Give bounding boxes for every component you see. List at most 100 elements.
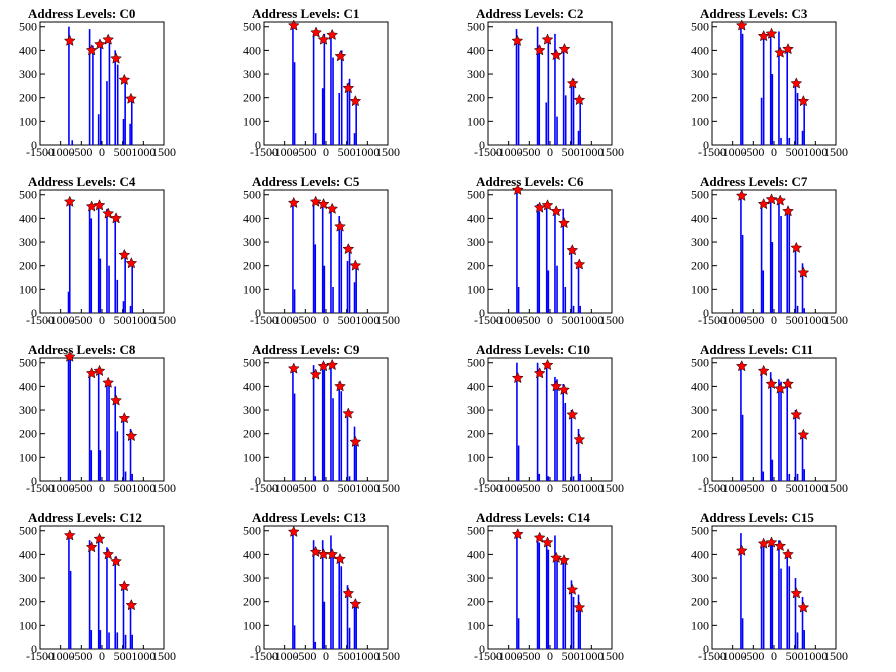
y-tick-label: 300: [467, 571, 485, 585]
star-marker: [309, 545, 322, 558]
x-tick-label: -1000: [271, 313, 299, 327]
star-marker: [566, 408, 579, 420]
x-tick-label: -1000: [271, 649, 299, 663]
x-tick-label: 1000: [803, 481, 827, 495]
chart-title: Address Levels: C9: [252, 342, 360, 357]
x-tick-label: 500: [114, 649, 132, 663]
y-tick-label: 300: [691, 67, 709, 81]
y-tick-label: 300: [19, 235, 37, 249]
star-marker: [573, 433, 586, 445]
chart-panel-c12: Address Levels: C12 0 100 200 300 400 500 -1500…: [0, 504, 224, 672]
x-tick-label: -500: [70, 649, 92, 663]
x-tick-label: -1000: [47, 145, 75, 159]
y-tick-label: 200: [691, 595, 709, 609]
star-marker: [757, 364, 770, 377]
x-tick-label: -1000: [719, 481, 747, 495]
x-tick-label: 1500: [152, 481, 176, 495]
x-tick-label: 0: [547, 649, 553, 663]
star-marker: [558, 554, 570, 566]
plot-frame: [711, 21, 837, 146]
x-tick-label: 500: [338, 313, 356, 327]
y-tick-label: 0: [31, 474, 37, 488]
star-marker: [533, 201, 546, 213]
x-tick-label: -1000: [719, 313, 747, 327]
x-tick-label: -500: [294, 481, 316, 495]
star-marker: [326, 28, 339, 41]
y-tick-label: 0: [255, 306, 261, 320]
y-tick-label: 200: [243, 259, 261, 273]
y-tick-label: 500: [19, 524, 37, 538]
y-tick-label: 200: [19, 427, 37, 441]
x-tick-label: 1000: [803, 649, 827, 663]
chart-panel-c6: Address Levels: C6 0 100 200 300 400 500 -1500-…: [448, 168, 672, 336]
y-tick-label: 300: [19, 67, 37, 81]
star-marker: [566, 244, 579, 256]
x-tick-label: 500: [786, 145, 804, 159]
y-tick-label: 400: [467, 547, 485, 561]
x-tick-label: -1500: [250, 481, 278, 495]
y-tick-label: 400: [243, 379, 261, 393]
x-tick-label: 0: [771, 145, 777, 159]
x-tick-label: 500: [786, 481, 804, 495]
y-tick-label: 100: [691, 114, 709, 128]
star-marker: [573, 93, 586, 106]
y-tick-label: 100: [243, 618, 261, 632]
star-marker: [94, 38, 106, 50]
y-tick-label: 100: [243, 114, 261, 128]
x-tick-label: -500: [70, 481, 92, 495]
star-marker: [541, 199, 554, 211]
plot-frame: [39, 525, 165, 650]
star-marker: [93, 199, 106, 211]
x-tick-label: 0: [323, 649, 329, 663]
star-marker: [125, 599, 138, 611]
star-marker: [765, 193, 778, 205]
x-tick-label: 0: [99, 313, 105, 327]
star-marker: [85, 200, 98, 212]
y-tick-label: 500: [243, 20, 261, 34]
x-tick-label: -1500: [250, 145, 278, 159]
x-tick-label: -1000: [495, 313, 523, 327]
chart-title: Address Levels: C13: [252, 510, 366, 525]
x-tick-label: 1000: [579, 481, 603, 495]
star-marker: [93, 364, 106, 377]
y-tick-label: 100: [467, 114, 485, 128]
star-marker: [566, 583, 579, 595]
x-tick-label: -1500: [26, 145, 54, 159]
star-marker: [757, 29, 770, 42]
star-marker: [342, 407, 355, 419]
star-marker: [118, 412, 131, 424]
plot-frame: [711, 189, 837, 314]
x-tick-label: 1000: [803, 145, 827, 159]
star-marker: [342, 242, 355, 255]
x-tick-label: 1500: [600, 145, 624, 159]
x-tick-label: -500: [518, 481, 540, 495]
star-marker: [334, 552, 346, 565]
chart-panel-c11: Address Levels: C11 0 100 200 300 400 500 -1500…: [672, 336, 896, 504]
star-marker: [310, 26, 323, 38]
star-marker: [110, 555, 122, 567]
y-tick-label: 0: [703, 474, 709, 488]
x-tick-label: 500: [562, 481, 580, 495]
chart-panel-c8: Address Levels: C8 0 100 200 300 400 500 -1500-…: [0, 336, 224, 504]
x-tick-label: -500: [518, 313, 540, 327]
y-tick-label: 0: [479, 306, 485, 320]
star-marker: [85, 367, 98, 379]
star-marker: [782, 548, 794, 560]
chart-title: Address Levels: C4: [28, 174, 136, 189]
x-tick-label: 0: [547, 313, 553, 327]
x-tick-label: 1500: [152, 145, 176, 159]
star-marker: [110, 52, 122, 64]
star-marker: [735, 189, 748, 201]
y-tick-label: 0: [703, 306, 709, 320]
star-marker: [558, 216, 570, 229]
star-marker: [309, 195, 322, 207]
y-tick-label: 100: [691, 450, 709, 464]
star-marker: [782, 42, 794, 55]
